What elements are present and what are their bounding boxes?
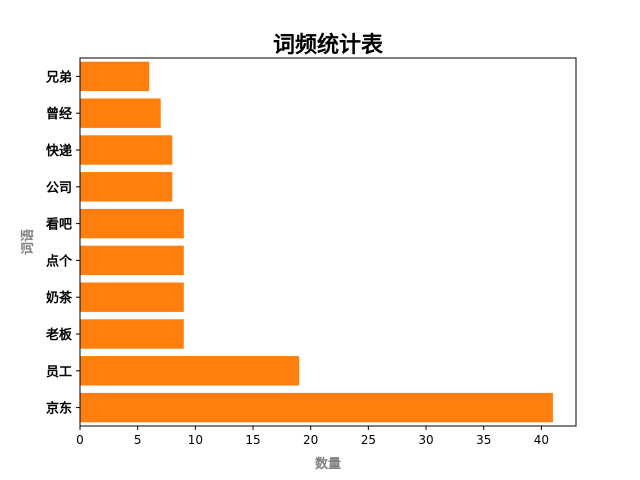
y-tick-label: 员工 [46, 365, 72, 380]
x-axis-label: 数量 [315, 456, 341, 472]
bar [80, 208, 184, 239]
y-tick-label: 老板 [45, 327, 73, 343]
y-tick-label: 点个 [46, 253, 73, 269]
x-tick-label: 40 [534, 433, 549, 447]
bar [80, 282, 184, 312]
bar [80, 319, 184, 349]
bar [80, 98, 161, 128]
y-axis-label: 词语 [21, 229, 36, 255]
x-axis-ticks: 0 5 10 15 20 25 30 35 40 [76, 426, 549, 447]
x-tick-label: 15 [245, 433, 260, 447]
x-tick-label: 0 [76, 433, 84, 447]
y-tick-label: 奶茶 [45, 290, 73, 306]
bar [80, 172, 173, 202]
x-tick-label: 25 [361, 433, 376, 447]
bar [80, 135, 173, 165]
x-tick-label: 30 [418, 433, 433, 447]
y-tick-label: 快递 [46, 143, 72, 159]
x-tick-label: 20 [303, 433, 318, 447]
plot-frame [79, 57, 577, 427]
x-tick-label: 35 [476, 433, 491, 447]
x-tick-label: 5 [134, 433, 142, 447]
bar [80, 61, 150, 92]
bars-group [80, 61, 553, 423]
x-tick-label: 10 [188, 433, 203, 447]
bar [80, 245, 184, 276]
chart-title: 词频统计表 [273, 32, 384, 58]
y-tick-label: 曾经 [46, 106, 72, 122]
bar [80, 392, 553, 423]
y-axis-ticks: 京东 员工 老板 奶茶 点个 看吧 公司 快递 曾经 兄弟 [45, 69, 80, 417]
y-tick-label: 京东 [46, 401, 72, 417]
y-tick-label: 看吧 [46, 217, 72, 233]
y-tick-label: 公司 [46, 181, 72, 196]
bar [80, 356, 300, 386]
y-tick-label: 兄弟 [45, 69, 72, 85]
